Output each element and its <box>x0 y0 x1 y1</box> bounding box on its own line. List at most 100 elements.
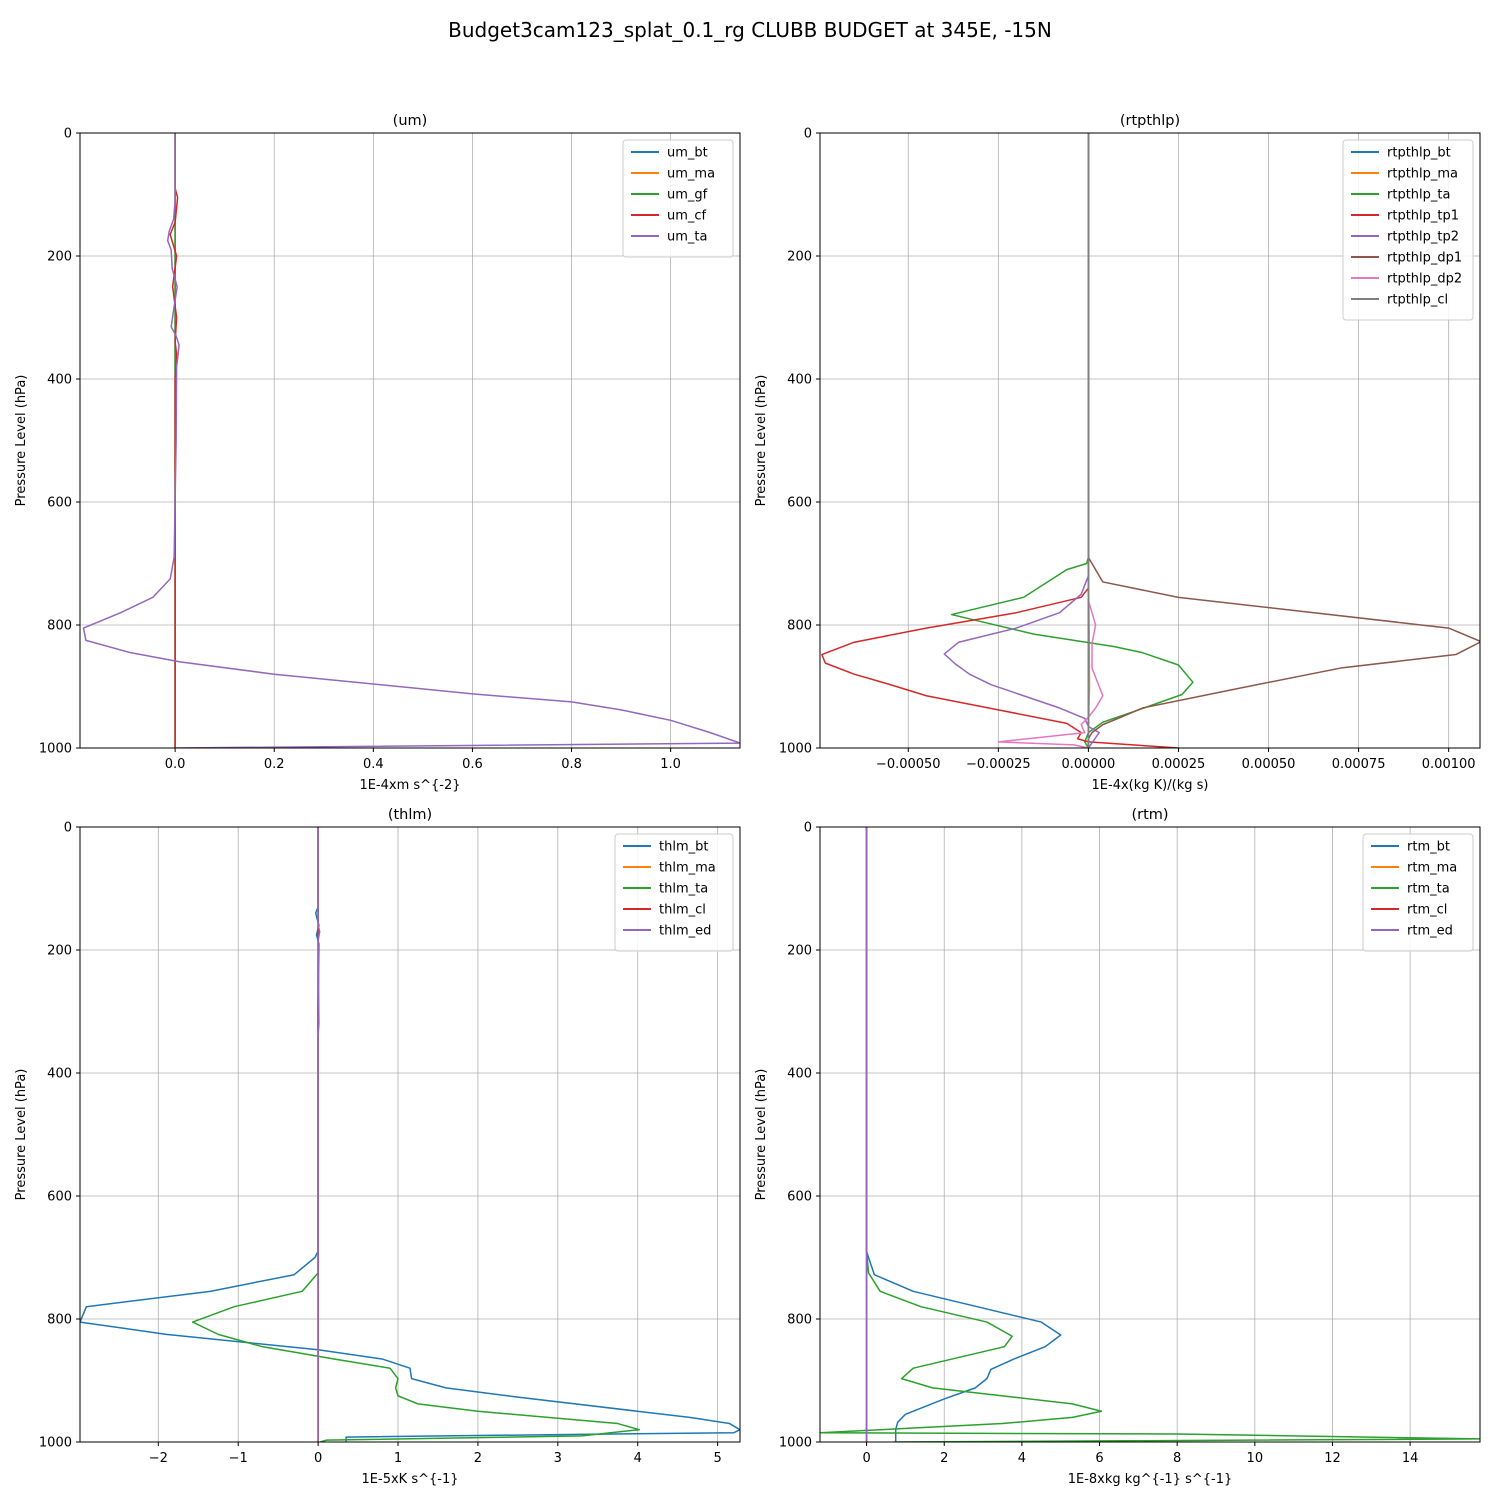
series-line-rtpthlp_dp1 <box>1087 133 1480 748</box>
panel-title: (rtpthlp) <box>1120 113 1180 129</box>
y-tick-label: 200 <box>787 250 812 265</box>
legend-label: rtpthlp_cl <box>1387 293 1448 308</box>
chart-panel-0: 0.0 0.2 0.4 0.6 0.8 1.0 0 200 400 600 800 1000 (um) 1… <box>14 113 741 793</box>
panel-title: (rtm) <box>1131 807 1168 823</box>
y-tick-label: 800 <box>787 619 812 634</box>
legend-label: um_cf <box>667 209 707 224</box>
x-tick-label: 0.00000 <box>1062 757 1116 772</box>
panel-title: (thlm) <box>388 807 432 823</box>
y-tick-label: 0 <box>804 127 812 142</box>
legend-box <box>1342 139 1474 321</box>
x-tick-label: 10 <box>1247 1451 1264 1466</box>
series-line-rtpthlp_tp2 <box>943 133 1100 748</box>
legend-box <box>622 139 734 258</box>
legend-label: thlm_ma <box>659 861 716 876</box>
x-tick-label: 1 <box>394 1451 402 1466</box>
x-tick-label: 4 <box>1018 1451 1026 1466</box>
y-tick-label: 800 <box>47 619 72 634</box>
x-tick-label: −0.00025 <box>966 757 1031 772</box>
y-tick-label: 1000 <box>39 1436 72 1451</box>
series-line-rtm_ta <box>820 827 1480 1442</box>
x-tick-label: 0.0 <box>165 757 186 772</box>
x-tick-label: 0.00025 <box>1152 757 1206 772</box>
x-tick-label: 1.0 <box>660 757 681 772</box>
series-line-rtpthlp_dp2 <box>997 133 1104 748</box>
axes-frame <box>79 826 741 1443</box>
x-tick-label: 0.2 <box>264 757 285 772</box>
x-tick-label: 3 <box>554 1451 562 1466</box>
x-tick-label: 0.6 <box>462 757 483 772</box>
legend-label: um_gf <box>667 188 708 203</box>
x-tick-label: 0.8 <box>561 757 582 772</box>
axes-frame <box>819 132 1481 749</box>
panel-title: (um) <box>393 113 428 129</box>
legend-label: rtpthlp_tp1 <box>1387 209 1459 224</box>
legend-label: rtm_ta <box>1407 882 1450 897</box>
x-tick-label: −2 <box>149 1451 168 1466</box>
y-axis-label: Pressure Level (hPa) <box>14 1069 29 1201</box>
y-axis-label: Pressure Level (hPa) <box>14 375 29 507</box>
y-tick-label: 0 <box>804 821 812 836</box>
y-tick-label: 400 <box>787 1067 812 1082</box>
legend-label: um_ma <box>667 167 715 182</box>
x-tick-label: 0.4 <box>363 757 384 772</box>
chart-panel-1: −0.00050 −0.00025 0.00000 0.00025 0.00050 0.0… <box>754 113 1481 793</box>
y-tick-label: 800 <box>47 1313 72 1328</box>
legend-label: thlm_ta <box>659 882 708 897</box>
y-tick-label: 1000 <box>779 1436 812 1451</box>
legend-box <box>1362 833 1474 952</box>
legend-label: thlm_ed <box>659 924 711 939</box>
y-tick-label: 200 <box>787 944 812 959</box>
legend-label: rtpthlp_tp2 <box>1387 230 1459 245</box>
series-group <box>80 827 740 1442</box>
axes-frame <box>79 132 741 749</box>
legend-box <box>614 833 734 952</box>
x-tick-label: −0.00050 <box>876 757 941 772</box>
x-tick-label: 0.00100 <box>1422 757 1476 772</box>
x-tick-label: −1 <box>229 1451 248 1466</box>
legend-label: rtpthlp_dp1 <box>1387 251 1462 266</box>
y-tick-label: 600 <box>787 1190 812 1205</box>
series-group <box>82 133 740 748</box>
legend-label: thlm_bt <box>659 840 708 855</box>
legend-label: um_bt <box>667 146 708 161</box>
x-axis-label: 1E-4xm s^{-2} <box>359 778 460 793</box>
legend-label: rtpthlp_bt <box>1387 146 1451 161</box>
legend: um_bt um_ma um_gf um_cf um_ta <box>622 139 734 258</box>
y-tick-label: 400 <box>47 373 72 388</box>
y-tick-label: 600 <box>47 496 72 511</box>
x-tick-label: 0.00050 <box>1242 757 1296 772</box>
y-axis-label: Pressure Level (hPa) <box>754 375 769 507</box>
y-tick-label: 600 <box>47 1190 72 1205</box>
x-tick-label: 8 <box>1173 1451 1181 1466</box>
chart-panel-2: −2 −1 0 1 2 3 4 5 0 200 400 600 800 1000 (thlm) 1E-5xK … <box>14 807 741 1487</box>
y-tick-label: 200 <box>47 944 72 959</box>
series-line-um_ta <box>82 133 740 748</box>
legend: thlm_bt thlm_ma thlm_ta thlm_cl thlm_ed <box>614 833 734 952</box>
x-tick-label: 4 <box>634 1451 642 1466</box>
y-axis-label: Pressure Level (hPa) <box>754 1069 769 1201</box>
legend-label: rtpthlp_ma <box>1387 167 1458 182</box>
x-tick-label: 2 <box>940 1451 948 1466</box>
legend: rtm_bt rtm_ma rtm_ta rtm_cl rtm_ed <box>1362 833 1474 952</box>
axes-frame <box>819 826 1481 1443</box>
series-group <box>821 133 1480 748</box>
y-tick-label: 600 <box>787 496 812 511</box>
y-tick-label: 400 <box>47 1067 72 1082</box>
x-tick-label: 0 <box>314 1451 322 1466</box>
series-line-rtpthlp_tp1 <box>821 133 1179 748</box>
y-tick-label: 1000 <box>779 742 812 757</box>
series-line-rtpthlp_ta <box>950 133 1194 748</box>
y-tick-label: 1000 <box>39 742 72 757</box>
x-axis-label: 1E-5xK s^{-1} <box>362 1472 459 1487</box>
x-tick-label: 14 <box>1402 1451 1419 1466</box>
legend-label: rtm_bt <box>1407 840 1450 855</box>
x-tick-label: 12 <box>1324 1451 1341 1466</box>
y-tick-label: 200 <box>47 250 72 265</box>
x-axis-label: 1E-4x(kg K)/(kg s) <box>1092 778 1209 793</box>
figure-title: Budget3cam123_splat_0.1_rg CLUBB BUDGET … <box>448 18 1052 42</box>
y-tick-label: 0 <box>64 821 72 836</box>
legend-label: rtm_ma <box>1407 861 1457 876</box>
